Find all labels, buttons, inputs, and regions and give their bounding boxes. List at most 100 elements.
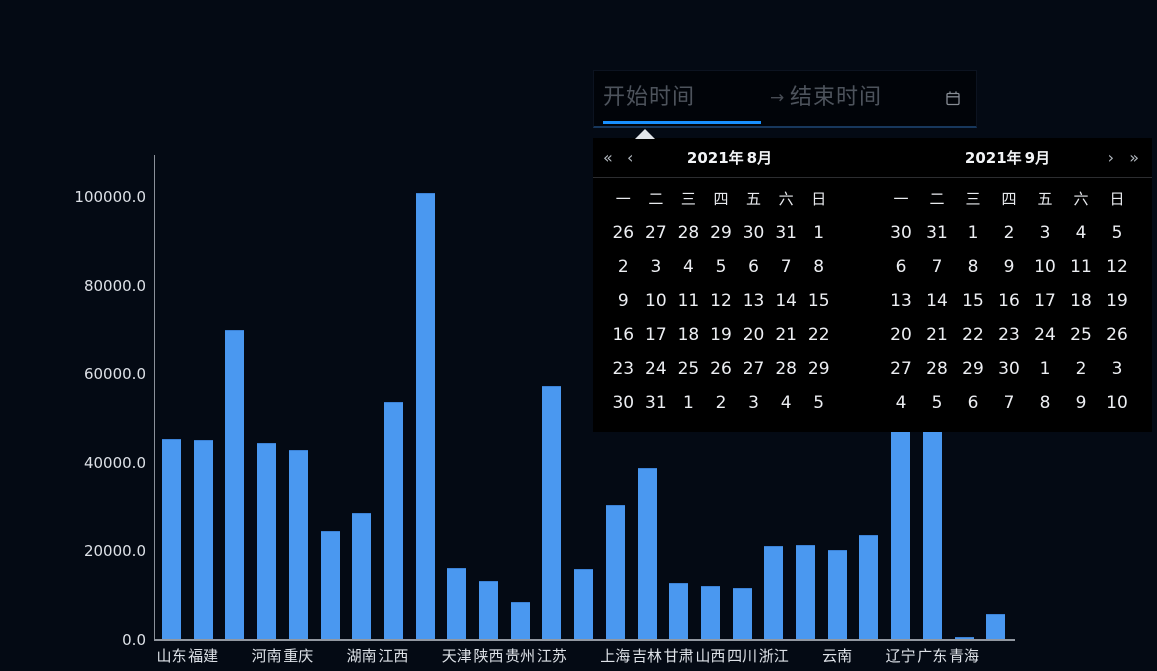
date-cell[interactable]: 7 <box>931 257 943 277</box>
bar-甘肃[interactable] <box>669 583 689 640</box>
date-cell[interactable]: 6 <box>895 257 907 277</box>
date-cell[interactable]: 3 <box>1111 359 1123 379</box>
date-cell[interactable]: 26 <box>612 223 635 243</box>
date-cell[interactable]: 26 <box>710 359 732 379</box>
date-cell[interactable]: 27 <box>742 359 765 379</box>
date-cell[interactable]: 25 <box>1070 325 1092 345</box>
date-cell[interactable]: 28 <box>775 359 797 379</box>
bar-江苏[interactable] <box>542 386 562 640</box>
end-date-input[interactable]: 结束时间 <box>790 85 883 110</box>
date-cell[interactable]: 27 <box>890 359 912 379</box>
date-cell[interactable]: 25 <box>677 359 700 379</box>
date-cell[interactable]: 3 <box>1039 223 1051 243</box>
prev-month-button[interactable]: ‹ <box>627 148 634 167</box>
date-cell[interactable]: 29 <box>710 223 732 243</box>
date-cell[interactable]: 2 <box>715 393 727 413</box>
date-cell[interactable]: 21 <box>775 325 797 345</box>
date-cell[interactable]: 5 <box>813 393 825 413</box>
date-cell[interactable]: 5 <box>715 257 727 277</box>
date-cell[interactable]: 20 <box>890 325 912 345</box>
date-cell[interactable]: 2 <box>1003 223 1015 243</box>
bar-浙江[interactable] <box>764 545 784 640</box>
date-cell[interactable]: 20 <box>742 325 765 345</box>
date-cell[interactable]: 19 <box>710 325 732 345</box>
prev-year-button[interactable]: « <box>603 148 613 167</box>
date-cell[interactable]: 29 <box>962 359 984 379</box>
date-cell[interactable]: 29 <box>807 359 830 379</box>
date-cell[interactable]: 14 <box>926 291 948 311</box>
date-cell[interactable]: 4 <box>780 393 792 413</box>
bar-上海[interactable] <box>605 504 625 640</box>
date-cell[interactable]: 7 <box>1003 393 1015 413</box>
date-cell[interactable]: 1 <box>967 223 979 243</box>
date-cell[interactable]: 30 <box>890 223 912 243</box>
date-cell[interactable]: 30 <box>998 359 1020 379</box>
date-cell[interactable]: 1 <box>813 223 825 243</box>
next-month-button[interactable]: › <box>1107 148 1114 167</box>
date-cell[interactable]: 12 <box>1106 257 1128 277</box>
date-cell[interactable]: 12 <box>710 291 732 311</box>
date-cell[interactable]: 9 <box>1075 393 1087 413</box>
bar-col-14[interactable] <box>574 569 594 640</box>
bar-贵州[interactable] <box>510 602 530 640</box>
date-cell[interactable]: 23 <box>612 359 635 379</box>
date-cell[interactable]: 17 <box>645 325 667 345</box>
date-cell[interactable]: 16 <box>998 291 1020 311</box>
date-cell[interactable]: 6 <box>967 393 979 413</box>
date-cell[interactable]: 15 <box>962 291 984 311</box>
date-cell[interactable]: 27 <box>645 223 667 243</box>
date-cell[interactable]: 10 <box>645 291 667 311</box>
date-cell[interactable]: 26 <box>1106 325 1128 345</box>
date-cell[interactable]: 14 <box>775 291 797 311</box>
start-date-input[interactable]: 开始时间 <box>603 85 696 110</box>
bar-陕西[interactable] <box>479 581 498 640</box>
left-panel-month-title[interactable]: 2021年 8月 <box>601 138 861 178</box>
bar-四川[interactable] <box>732 588 752 640</box>
date-cell[interactable]: 31 <box>775 223 797 243</box>
bar-吉林[interactable] <box>637 468 657 640</box>
date-cell[interactable]: 8 <box>1039 393 1051 413</box>
date-cell[interactable]: 28 <box>926 359 948 379</box>
date-cell[interactable]: 3 <box>650 257 662 277</box>
month-label[interactable]: 9月 <box>1024 149 1051 167</box>
right-panel-month-title[interactable]: 2021年 9月 <box>879 138 1139 178</box>
date-cell[interactable]: 8 <box>813 257 825 277</box>
bar-湖南[interactable] <box>352 512 372 640</box>
date-cell[interactable]: 28 <box>677 223 700 243</box>
month-label[interactable]: 8月 <box>746 149 773 167</box>
bar-河南[interactable] <box>257 442 277 640</box>
date-cell[interactable]: 10 <box>1034 257 1056 277</box>
date-cell[interactable]: 11 <box>677 291 700 311</box>
bar-辽宁[interactable] <box>891 427 911 640</box>
date-cell[interactable]: 4 <box>895 393 907 413</box>
date-cell[interactable]: 4 <box>683 257 694 277</box>
date-cell[interactable]: 17 <box>1034 291 1056 311</box>
date-cell[interactable]: 11 <box>1070 257 1092 277</box>
bar-col-23[interactable] <box>859 535 879 640</box>
bar-广东[interactable] <box>922 427 942 640</box>
date-cell[interactable]: 23 <box>998 325 1020 345</box>
date-cell[interactable]: 5 <box>931 393 943 413</box>
date-cell[interactable]: 5 <box>1111 223 1123 243</box>
date-cell[interactable]: 24 <box>1034 325 1056 345</box>
date-cell[interactable]: 9 <box>1003 257 1015 277</box>
date-cell[interactable]: 1 <box>683 393 694 413</box>
date-cell[interactable]: 18 <box>1070 291 1092 311</box>
date-cell[interactable]: 31 <box>645 393 667 413</box>
date-cell[interactable]: 4 <box>1075 223 1087 243</box>
year-label[interactable]: 2021年 <box>686 149 744 167</box>
date-cell[interactable]: 21 <box>926 325 948 345</box>
date-cell[interactable]: 15 <box>807 291 830 311</box>
bar-云南[interactable] <box>827 549 847 640</box>
date-cell[interactable]: 10 <box>1106 393 1128 413</box>
date-cell[interactable]: 18 <box>677 325 700 345</box>
date-cell[interactable]: 30 <box>612 393 635 413</box>
date-cell[interactable]: 2 <box>617 257 629 277</box>
date-cell[interactable]: 1 <box>1039 359 1051 379</box>
date-cell[interactable]: 2 <box>1075 359 1087 379</box>
date-cell[interactable]: 13 <box>742 291 765 311</box>
date-cell[interactable]: 16 <box>612 325 635 345</box>
bar-col-3[interactable] <box>225 330 245 640</box>
date-cell[interactable]: 3 <box>748 393 759 413</box>
bar-山西[interactable] <box>700 585 720 640</box>
